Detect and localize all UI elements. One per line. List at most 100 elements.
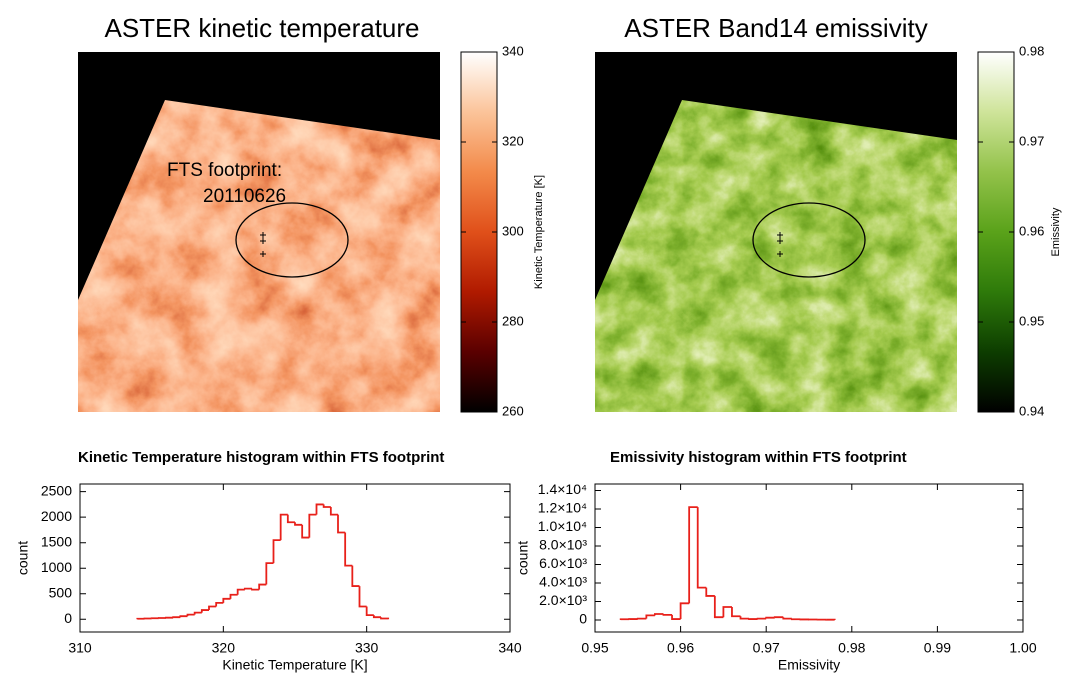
- y-tick-label: 1.0×10⁴: [538, 518, 587, 534]
- histogram-bin: [337, 514, 346, 534]
- x-axis-label: Kinetic Temperature [K]: [222, 657, 367, 673]
- y-tick-label: 6.0×10³: [539, 555, 587, 571]
- measurement-point: [777, 232, 783, 238]
- histogram-bin: [739, 616, 750, 620]
- measurement-point: [260, 251, 266, 257]
- histogram-bin: [308, 513, 317, 538]
- y-axis-label: count: [15, 541, 31, 575]
- histogram-bin: [286, 514, 295, 524]
- y-tick-label: 0: [579, 611, 587, 627]
- histogram-bin: [671, 614, 681, 620]
- panel-title: ASTER kinetic temperature: [104, 13, 419, 43]
- x-tick-label: 310: [68, 640, 92, 656]
- histogram-bin: [301, 524, 310, 539]
- colorbar-tick-label: 0.98: [1019, 43, 1044, 58]
- measurement-point: [260, 238, 266, 244]
- y-tick-label: 500: [49, 584, 73, 600]
- colorbar-tick-label: 280: [502, 313, 524, 328]
- measurement-point: [777, 238, 783, 244]
- fts-footprint: [235, 202, 349, 278]
- histogram-bin: [136, 617, 145, 620]
- histogram-bin: [243, 587, 252, 590]
- y-tick-label: 2500: [41, 482, 72, 498]
- x-tick-label: 0.98: [838, 640, 865, 656]
- histogram-bin: [258, 583, 267, 590]
- annotation: FTS footprint:: [167, 160, 282, 181]
- plot-frame: [594, 483, 1024, 633]
- histogram-bin: [705, 587, 715, 597]
- annotation: 20110626: [203, 186, 286, 207]
- histogram-bin: [662, 613, 673, 616]
- y-axis-label: count: [515, 541, 531, 575]
- histogram-bin: [645, 614, 655, 619]
- histogram-bin: [236, 588, 245, 595]
- histogram-bin: [329, 506, 338, 516]
- x-tick-label: 0.99: [924, 640, 951, 656]
- x-tick-label: 0.96: [667, 640, 694, 656]
- histogram-bin: [654, 613, 664, 616]
- histogram-bin: [279, 513, 288, 541]
- colorbar-tick-label: 320: [502, 133, 524, 148]
- histogram-bin: [372, 615, 381, 619]
- satellite-scene: [78, 100, 440, 412]
- histogram-bin: [193, 611, 202, 615]
- histogram-bin: [272, 539, 281, 564]
- histogram-bin: [294, 522, 303, 526]
- histogram-bin: [365, 606, 374, 617]
- colorbar-label: Kinetic Temperature [K]: [533, 175, 545, 289]
- x-tick-label: 0.95: [581, 640, 608, 656]
- histogram-bin: [358, 586, 367, 608]
- histogram-bin: [380, 617, 390, 620]
- histogram-bin: [315, 503, 324, 515]
- x-axis-label: Emissivity: [778, 657, 840, 673]
- histogram-bin: [208, 605, 217, 611]
- histogram-bin: [351, 565, 360, 587]
- histogram-bin: [222, 597, 231, 603]
- histogram-bin: [229, 593, 238, 599]
- y-tick-label: 1.4×10⁴: [538, 481, 587, 497]
- histogram-bin: [765, 616, 775, 619]
- histogram-bin: [679, 602, 690, 620]
- panel-title: Kinetic Temperature histogram within FTS…: [78, 449, 444, 466]
- y-tick-label: 8.0×10³: [539, 537, 587, 553]
- x-tick-label: 340: [498, 640, 522, 656]
- colorbar-tick-label: 300: [502, 223, 524, 238]
- histogram-bin: [696, 507, 707, 589]
- histogram-bin: [251, 588, 260, 591]
- histogram-bin: [722, 606, 732, 618]
- histogram-bin: [731, 607, 741, 618]
- plot-frame: [79, 483, 511, 633]
- measurement-point: [260, 232, 266, 238]
- histogram-bin: [215, 602, 224, 607]
- colorbar-tick-label: 0.94: [1019, 403, 1044, 418]
- histogram-bin: [688, 506, 698, 604]
- colorbar-tick-label: 260: [502, 403, 524, 418]
- histogram-bin: [782, 617, 792, 620]
- y-tick-label: 2000: [41, 508, 72, 524]
- colorbar-tick-label: 0.96: [1019, 223, 1044, 238]
- histogram-bin: [179, 615, 188, 618]
- histogram-bin: [619, 618, 630, 621]
- x-tick-label: 330: [355, 640, 379, 656]
- y-tick-label: 1500: [41, 533, 72, 549]
- y-tick-label: 1.2×10⁴: [538, 500, 587, 516]
- histogram-bin: [186, 613, 195, 617]
- colorbar-label: Emissivity: [1050, 207, 1062, 256]
- histogram-bin: [713, 595, 724, 619]
- histogram-bin: [322, 504, 331, 508]
- x-tick-label: 0.97: [753, 640, 780, 656]
- fts-footprint: [752, 202, 866, 278]
- panel-title: ASTER Band14 emissivity: [624, 13, 927, 43]
- y-tick-label: 1000: [41, 559, 72, 575]
- colorbar-tick-label: 0.97: [1019, 133, 1044, 148]
- y-tick-label: 4.0×10³: [539, 574, 587, 590]
- histogram-bin: [172, 616, 181, 619]
- colorbar: [977, 51, 1015, 413]
- colorbar-tick-label: 0.95: [1019, 313, 1044, 328]
- histogram-bin: [344, 532, 353, 567]
- histogram-bin: [265, 562, 274, 585]
- colorbar: [460, 51, 498, 413]
- histogram-bin: [790, 618, 801, 621]
